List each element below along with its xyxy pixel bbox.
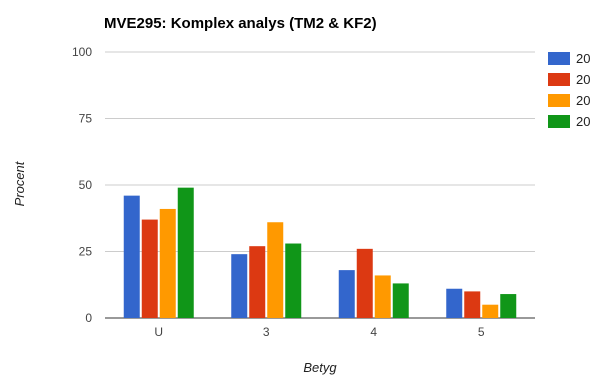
x-axis-label: Betyg [303, 360, 337, 375]
bar-4-series-2 [356, 248, 373, 318]
legend-entry-label: 20 [576, 72, 590, 87]
bar-4-series-1 [338, 270, 355, 318]
x-tick-label: 4 [370, 325, 377, 339]
y-tick-label: 25 [79, 245, 93, 259]
bar-3-series-2 [249, 246, 266, 318]
y-tick-labels: 0 25 50 75 100 [72, 45, 92, 325]
y-tick-label: 0 [85, 311, 92, 325]
grid-lines [105, 51, 535, 319]
bar-U-series-1 [123, 195, 140, 318]
x-tick-label: 3 [263, 325, 270, 339]
bar-3-series-4 [285, 243, 302, 318]
legend-swatch [548, 73, 570, 86]
bar-3-series-1 [231, 254, 248, 318]
bar-5-series-1 [446, 288, 463, 318]
bar-4-series-4 [392, 283, 409, 318]
x-tick-label: 5 [478, 325, 485, 339]
y-tick-label: 100 [72, 45, 92, 59]
bar-5-series-3 [482, 304, 499, 318]
legend-entry-label: 20 [576, 114, 590, 129]
legend-entry-label: 20 [576, 51, 590, 66]
bar-5-series-2 [464, 291, 481, 318]
y-axis-label: Procent [12, 160, 27, 206]
bar-5-series-4 [500, 294, 517, 318]
bar-U-series-4 [177, 187, 194, 318]
x-tick-label: U [154, 325, 163, 339]
legend-entry-label: 20 [576, 93, 590, 108]
bar-4-series-3 [374, 275, 391, 318]
x-tick-labels: U 3 4 5 [154, 325, 484, 339]
bar-U-series-2 [141, 219, 158, 318]
legend: 20 20 20 20 [548, 51, 590, 129]
chart-title: MVE295: Komplex analys (TM2 & KF2) [104, 15, 377, 32]
legend-swatch [548, 52, 570, 65]
bars [123, 187, 517, 318]
y-tick-label: 75 [79, 112, 93, 126]
legend-swatch [548, 94, 570, 107]
legend-swatch [548, 115, 570, 128]
bar-3-series-3 [267, 222, 284, 318]
bar-U-series-3 [159, 208, 176, 318]
y-tick-label: 50 [79, 178, 93, 192]
